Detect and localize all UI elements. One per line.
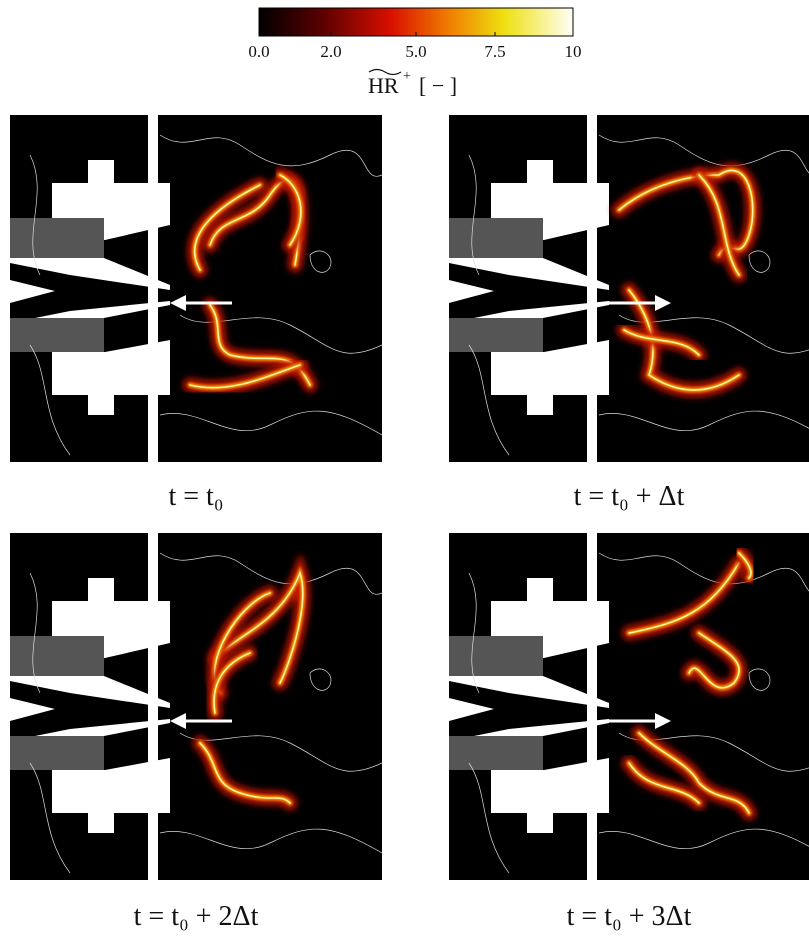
nozzle-lower — [10, 301, 170, 323]
injector-lower — [449, 736, 543, 770]
contour — [468, 762, 510, 874]
injector-lower — [449, 318, 543, 352]
colorbar-tick-label: 7.5 — [484, 42, 505, 61]
colorbar-tick-label: 2.0 — [320, 42, 341, 61]
lower-cavity — [491, 758, 609, 833]
flame-core — [628, 762, 700, 804]
contour — [309, 250, 332, 273]
contour — [159, 134, 383, 177]
inlet-wedge — [449, 698, 494, 721]
nozzle-lower — [10, 719, 170, 741]
contour — [29, 344, 71, 456]
flame-core — [628, 289, 740, 391]
contour — [598, 134, 809, 174]
contour — [468, 572, 480, 694]
panel-caption: t = t₀ + Δt — [574, 481, 685, 512]
label-unit: [ − ] — [419, 73, 457, 98]
flame-core — [623, 329, 700, 356]
label-superscript: + — [403, 69, 411, 84]
contour — [159, 410, 383, 436]
contour — [748, 250, 771, 273]
colorbar-tick-label: 5.0 — [405, 42, 426, 61]
flow-arrowhead — [170, 713, 186, 729]
inlet-wedge — [10, 280, 55, 303]
colorbar-tick-label: 0.0 — [248, 42, 269, 61]
contour — [468, 154, 480, 276]
wall-gap — [148, 115, 158, 462]
lower-cavity — [52, 758, 170, 833]
contour — [179, 314, 383, 354]
panel-caption: t = t₀ + 2Δt — [134, 901, 259, 932]
flame-core — [193, 184, 261, 271]
panel — [10, 115, 383, 462]
panel-caption: t = t₀ + 3Δt — [567, 901, 692, 932]
contour — [29, 572, 41, 694]
contour — [468, 344, 510, 456]
flame-core — [638, 732, 750, 814]
tilde — [368, 68, 402, 76]
lower-cavity — [52, 340, 170, 415]
wall-gap — [587, 115, 597, 462]
flame-core — [214, 570, 304, 684]
injector-lower — [10, 318, 104, 352]
colorbar-label: HR + [ − ] — [368, 68, 457, 98]
injector-upper — [10, 218, 104, 258]
panel-background — [10, 115, 382, 462]
contour — [598, 828, 809, 849]
nozzle-upper — [10, 676, 170, 708]
flow-arrowhead — [655, 295, 671, 311]
inlet-wedge — [10, 698, 55, 721]
injector-upper — [449, 218, 543, 258]
flame-core — [738, 552, 752, 579]
flow-arrowhead — [170, 295, 186, 311]
panel-background — [449, 533, 809, 880]
flame-core — [199, 742, 291, 804]
flame-core — [213, 652, 251, 714]
contour — [179, 732, 383, 772]
panel — [10, 533, 383, 880]
nozzle-upper — [449, 258, 609, 290]
colorbar-tick-label: 10 — [565, 42, 582, 61]
colorbar — [258, 7, 574, 37]
contour — [29, 762, 71, 874]
nozzle-upper — [449, 676, 609, 708]
injector-lower — [10, 736, 104, 770]
contour — [29, 154, 41, 276]
flame-core — [279, 174, 302, 246]
nozzle-upper — [10, 258, 170, 290]
flame-core — [189, 364, 301, 389]
contour — [598, 410, 809, 431]
panel — [449, 533, 809, 880]
injector-upper — [449, 636, 543, 676]
flame-core — [688, 632, 740, 689]
flame-core — [698, 174, 740, 276]
flame-core — [628, 562, 740, 634]
panel-background — [10, 533, 382, 880]
contour — [159, 552, 383, 595]
injector-upper — [10, 636, 104, 676]
inlet-wedge — [449, 280, 494, 303]
contour — [748, 668, 771, 691]
label-symbol: HR — [368, 73, 399, 98]
panel — [449, 115, 809, 462]
contour — [159, 828, 383, 854]
flow-arrowhead — [655, 713, 671, 729]
wall-gap — [148, 533, 158, 880]
nozzle-lower — [449, 719, 609, 741]
lower-cavity — [491, 340, 609, 415]
contour — [309, 668, 332, 691]
panel-caption: t = t₀ — [168, 481, 223, 512]
wall-gap — [587, 533, 597, 880]
nozzle-lower — [449, 301, 609, 323]
